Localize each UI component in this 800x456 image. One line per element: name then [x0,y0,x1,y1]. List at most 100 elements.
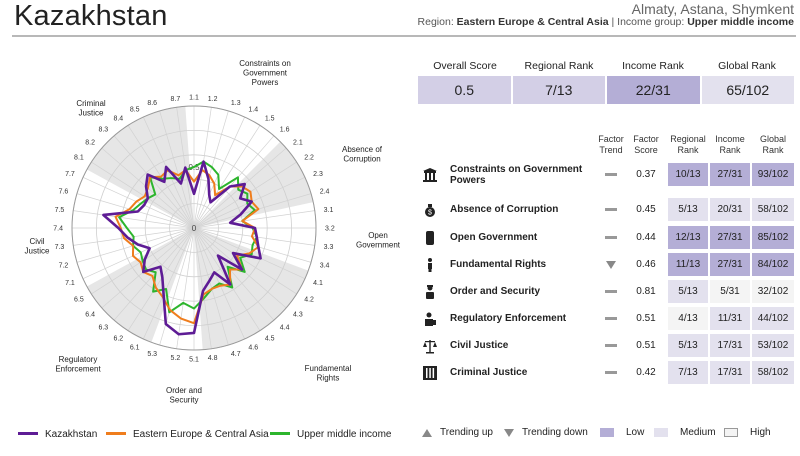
subfactor-label: 7.6 [59,189,69,196]
factor-income-rank: 17/31 [710,334,750,357]
subfactor-label: 8.6 [147,100,157,107]
factor-trend [600,306,622,331]
factor-regional-rank: 11/13 [668,253,708,276]
grid-spoke [82,227,195,279]
factor-trend [600,279,622,304]
factor-row[interactable]: Order and Security 0.81 5/13 5/31 32/102 [418,279,796,304]
money-bag-icon: $ [425,204,435,217]
factor-trend-header: Factor Trend [598,134,624,155]
grid-spoke [101,227,195,309]
grid-spoke [193,135,275,229]
grid-spoke [193,227,315,246]
factor-income-rank: 11/31 [710,307,750,330]
subfactor-label: 1.4 [248,106,258,113]
page-header: Kazakhstan Almaty, Astana, Shymkent Regi… [0,0,800,36]
factor-score: 0.37 [636,169,656,180]
subfactor-label: 5.2 [170,355,180,362]
factor-axis-label: Regulatory [59,355,98,364]
subfactor-label: 8.7 [170,96,180,103]
security-guard-icon [426,285,434,299]
series-line [114,169,260,325]
factor-row[interactable]: Open Government 0.44 12/13 27/31 85/102 [418,225,796,250]
factor-axis-label: Justice [25,247,50,256]
factor-row[interactable]: $ Absence of Corruption 0.45 5/13 20/31 58/10… [418,197,796,222]
factor-name: Open Government [450,232,538,243]
subfactor-label: 4.6 [248,345,258,352]
subfactor-label: 6.1 [130,345,140,352]
region-label: Region: [417,16,454,28]
subfactor-label: 4.3 [293,311,303,318]
country-meta: Region: Eastern Europe & Central Asia | … [418,16,794,28]
factor-row[interactable]: Civil Justice 0.51 5/13 17/31 53/102 [418,333,796,358]
grid-spoke [176,227,195,349]
subfactor-label: 1.6 [280,126,290,133]
factor-regional-rank: 4/13 [668,307,708,330]
key-medium: Medium [654,427,716,438]
subfactor-label: 1.2 [208,96,218,103]
factor-income-rank: 17/31 [710,361,750,384]
legend-swatch-kazakhstan [18,431,38,435]
factor-regional-rank: 5/13 [668,280,708,303]
inspector-icon [425,312,436,326]
subfactor-label: 1.5 [265,115,275,122]
grid-spoke [143,227,195,340]
factor-name: Fundamental Rights [450,259,547,270]
trend-flat-icon [605,173,617,176]
legend-swatch-income-group [270,431,290,435]
regional-rank-header: Regional Rank [524,60,594,72]
factor-trend [600,360,622,385]
factor-axis-label: Powers [252,78,279,87]
grid-spoke [76,227,195,263]
subfactor-label: 6.4 [85,311,95,318]
factor-row[interactable]: Regulatory Enforcement 0.51 4/13 11/31 44/10… [418,306,796,331]
factor-regional-rank: 10/13 [668,163,708,186]
subfactor-label: 1.1 [189,95,199,102]
factor-regional-rank: 5/13 [668,198,708,221]
legend-swatch-region [106,431,126,435]
document-icon [426,231,434,245]
factor-axis-label: Constraints on [239,59,291,68]
factor-score: 0.44 [636,232,656,243]
regional-rank-value: 7/13 [512,76,605,104]
factor-row[interactable]: Fundamental Rights 0.46 11/13 27/31 84/102 [418,252,796,277]
subfactor-label: 7.3 [55,244,65,251]
prison-icon [423,366,437,380]
low-swatch [600,428,614,437]
trend-flat-icon [605,371,617,374]
factor-axis-label: Government [243,69,288,78]
key-trending-down: Trending down [504,427,588,438]
factor-axis-label: Justice [79,109,104,118]
grid-spoke [159,227,195,346]
key-high: High [724,427,771,438]
grid-spoke [193,227,275,321]
subfactor-label: 8.4 [113,115,123,122]
trend-flat-icon [605,208,617,211]
factor-income-rank: 27/31 [710,163,750,186]
grid-spoke [91,161,195,229]
subfactor-label: 3.4 [320,262,330,269]
factor-row[interactable]: Constraints on Government Powers 0.37 10/1… [418,162,796,187]
scales-icon [423,340,437,354]
trend-down-icon [606,260,616,269]
overall-score-header: Overall Score [433,60,497,72]
person-icon [428,258,432,272]
key-label: High [750,427,771,438]
key-label: Trending down [522,427,588,438]
grid-spoke [143,116,195,229]
subfactor-label: 2.1 [293,140,303,147]
factor-row[interactable]: Criminal Justice 0.42 7/13 17/31 58/102 [418,360,796,385]
grid-spoke [73,210,195,229]
courthouse-icon [423,168,437,182]
grid-spoke [193,227,212,349]
factor-axis-label: Absence of [342,145,383,154]
subfactor-label: 4.2 [304,296,314,303]
factor-trend [600,333,622,358]
subfactor-label: 5.1 [189,357,199,364]
factor-name: Criminal Justice [450,367,528,378]
income-group-value: Upper middle income [687,16,794,28]
legend-item-region: Eastern Europe & Central Asia [106,429,269,440]
subfactor-label: 8.3 [98,126,108,133]
subfactor-label: 6.5 [74,296,84,303]
score-summary: Overall Score Regional Rank Income Rank … [418,56,794,104]
factor-axis-label: Civil [29,237,44,246]
